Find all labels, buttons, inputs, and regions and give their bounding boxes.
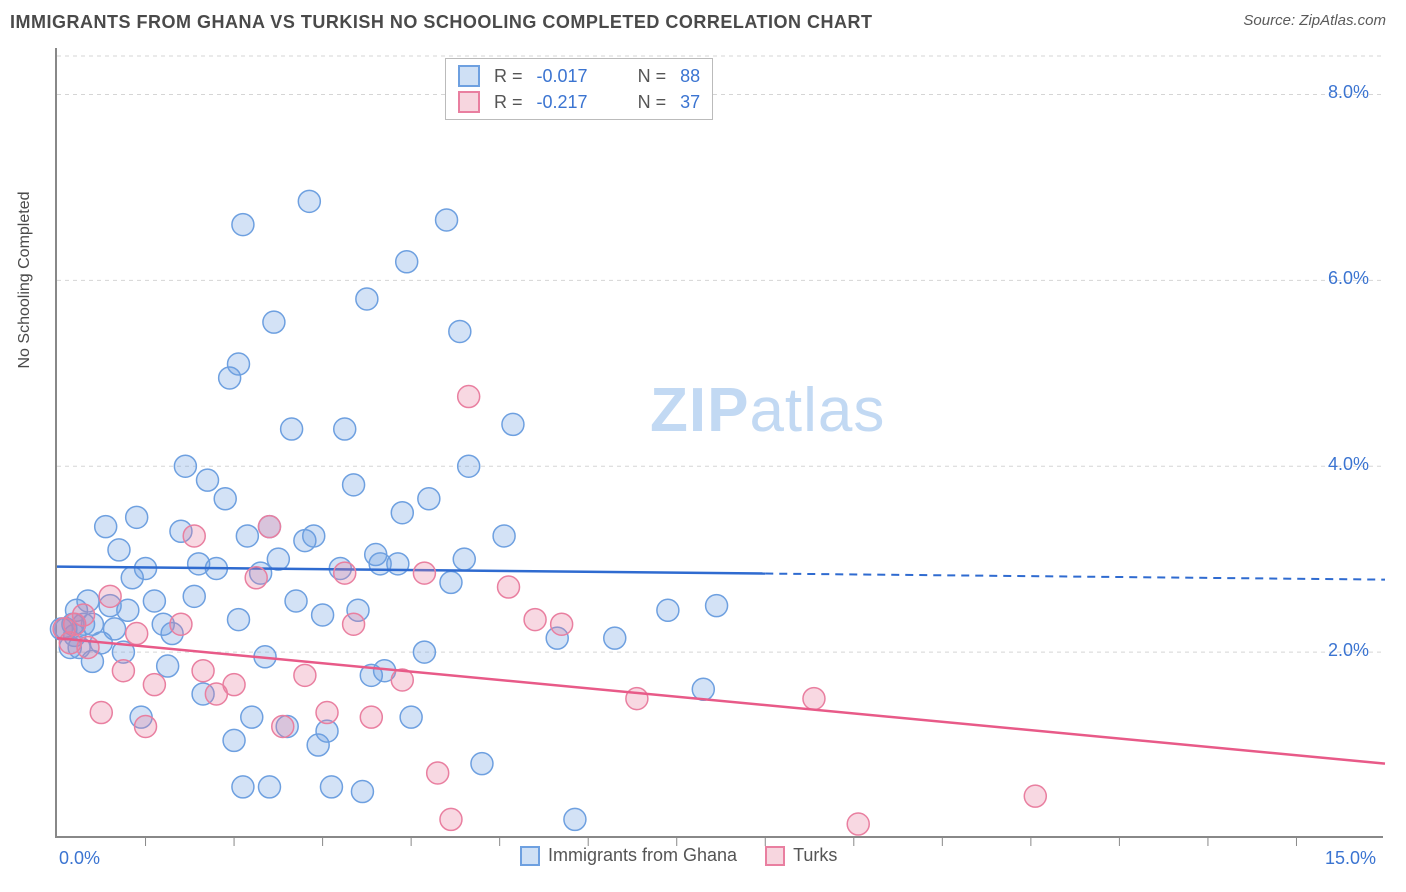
legend-swatch	[520, 846, 540, 866]
x-axis-min-label: 0.0%	[59, 848, 100, 869]
y-tick-label: 6.0%	[1328, 268, 1369, 289]
x-axis-max-label: 15.0%	[1325, 848, 1376, 869]
series-legend-item: Turks	[765, 845, 837, 866]
legend-r-label: R =	[494, 63, 523, 89]
legend-n-label: N =	[638, 63, 667, 89]
legend-n-value: 88	[680, 63, 700, 89]
watermark: ZIPatlas	[650, 375, 885, 446]
watermark-zip: ZIP	[650, 376, 749, 445]
source-attribution: Source: ZipAtlas.com	[1243, 12, 1386, 29]
series-name: Turks	[793, 845, 837, 866]
series-legend-item: Immigrants from Ghana	[520, 845, 737, 866]
watermark-atlas: atlas	[749, 376, 885, 445]
y-tick-label: 4.0%	[1328, 454, 1369, 475]
legend-stat-row: R = -0.217 N = 37	[458, 89, 700, 115]
y-axis-title: No Schooling Completed	[16, 130, 34, 430]
correlation-legend: R = -0.017 N = 88 R = -0.217 N = 37	[445, 58, 713, 120]
series-legend: Immigrants from Ghana Turks	[520, 845, 837, 866]
source-label: Source:	[1243, 12, 1299, 29]
legend-n-value: 37	[680, 89, 700, 115]
legend-r-value: -0.217	[537, 89, 588, 115]
legend-n-label: N =	[638, 89, 667, 115]
legend-swatch	[458, 65, 480, 87]
legend-r-label: R =	[494, 89, 523, 115]
chart-title: IMMIGRANTS FROM GHANA VS TURKISH NO SCHO…	[10, 12, 872, 33]
legend-swatch	[458, 91, 480, 113]
source-value: ZipAtlas.com	[1299, 12, 1386, 29]
y-tick-label: 2.0%	[1328, 640, 1369, 661]
legend-swatch	[765, 846, 785, 866]
series-name: Immigrants from Ghana	[548, 845, 737, 866]
legend-r-value: -0.017	[537, 63, 588, 89]
y-tick-label: 8.0%	[1328, 82, 1369, 103]
legend-stat-row: R = -0.017 N = 88	[458, 63, 700, 89]
